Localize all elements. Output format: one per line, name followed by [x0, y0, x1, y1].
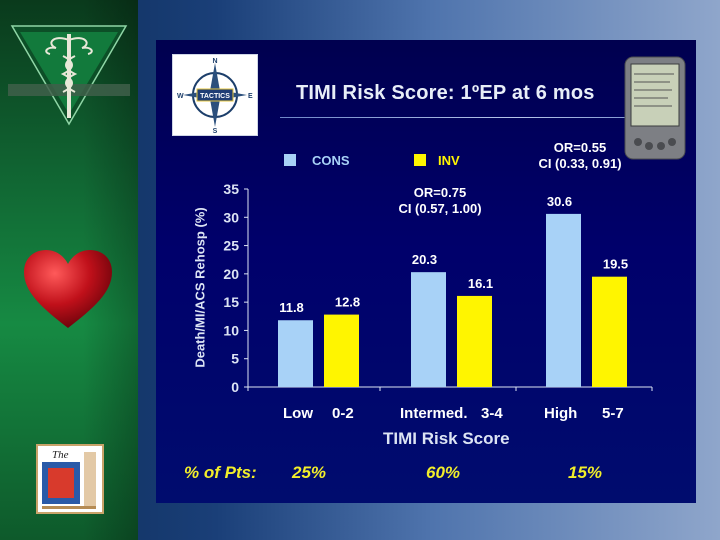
- x-category-score-low: 0-2: [332, 405, 354, 422]
- x-category-score-high: 5-7: [602, 405, 624, 422]
- compass-s: S: [213, 128, 218, 135]
- compass-brand-text: TACTICS: [200, 93, 230, 100]
- or-annotation-high: OR=0.55 CI (0.33, 0.91): [520, 140, 640, 172]
- data-label-cons-2: 30.6: [547, 194, 572, 209]
- compass-logo: TACTICS N S W E: [172, 54, 258, 136]
- y-tick-label: 20: [223, 266, 239, 282]
- compass-icon: TACTICS N S W E: [177, 58, 253, 135]
- legend-label-inv: INV: [438, 153, 460, 168]
- legend-swatch-cons: [284, 154, 296, 166]
- bar-inv-0: [324, 314, 359, 387]
- data-label-cons-1: 20.3: [412, 252, 437, 267]
- data-label-cons-0: 11.8: [279, 300, 304, 315]
- pct-value-high: 15%: [568, 463, 603, 482]
- club-logo: The: [36, 444, 104, 514]
- bar-cons-2: [546, 213, 581, 387]
- x-axis-label: TIMI Risk Score: [383, 429, 510, 448]
- pda-icon: [624, 56, 686, 160]
- y-tick-label: 0: [231, 379, 239, 395]
- data-label-inv-2: 19.5: [603, 257, 628, 272]
- title-rule: [280, 117, 675, 118]
- or-annotation-intermed: OR=0.75 CI (0.57, 1.00): [380, 185, 500, 217]
- compass-e: E: [248, 93, 253, 100]
- pct-value-intermed: 60%: [426, 463, 461, 482]
- compass-w: W: [177, 93, 184, 100]
- x-category-risk-intermed: Intermed.: [400, 405, 468, 422]
- legend-swatch-inv: [414, 154, 426, 166]
- ci-high-text: CI (0.33, 0.91): [538, 156, 622, 171]
- y-tick-label: 5: [231, 351, 239, 367]
- legend-label-cons: CONS: [312, 153, 350, 168]
- bar-cons-1: [411, 272, 446, 387]
- x-category-risk-low: Low: [283, 405, 313, 422]
- or-high-text: OR=0.55: [553, 140, 607, 155]
- club-logo-art: [42, 452, 96, 509]
- caduceus-icon: [8, 25, 130, 126]
- y-tick-label: 25: [223, 238, 239, 254]
- slide-title: TIMI Risk Score: 1ºEP at 6 mos: [296, 82, 595, 104]
- x-category-score-intermed: 3-4: [481, 405, 503, 422]
- bar-cons-0: [278, 320, 313, 387]
- or-intermed-text: OR=0.75: [413, 185, 467, 200]
- compass-n: N: [212, 58, 217, 65]
- heart-icon: [24, 250, 112, 328]
- bar-inv-2: [592, 276, 627, 387]
- data-label-inv-1: 16.1: [468, 276, 493, 291]
- pct-row-label: % of Pts:: [184, 463, 257, 482]
- ci-intermed-text: CI (0.57, 1.00): [398, 201, 482, 216]
- y-tick-label: 35: [223, 181, 239, 197]
- y-tick-label: 30: [223, 209, 239, 225]
- club-logo-text: The: [52, 449, 69, 461]
- pct-value-low: 25%: [292, 463, 327, 482]
- x-category-risk-high: High: [544, 405, 578, 422]
- y-tick-label: 10: [223, 322, 239, 338]
- bar-inv-1: [457, 295, 492, 387]
- data-label-inv-0: 12.8: [335, 295, 360, 310]
- y-tick-label: 15: [223, 294, 239, 310]
